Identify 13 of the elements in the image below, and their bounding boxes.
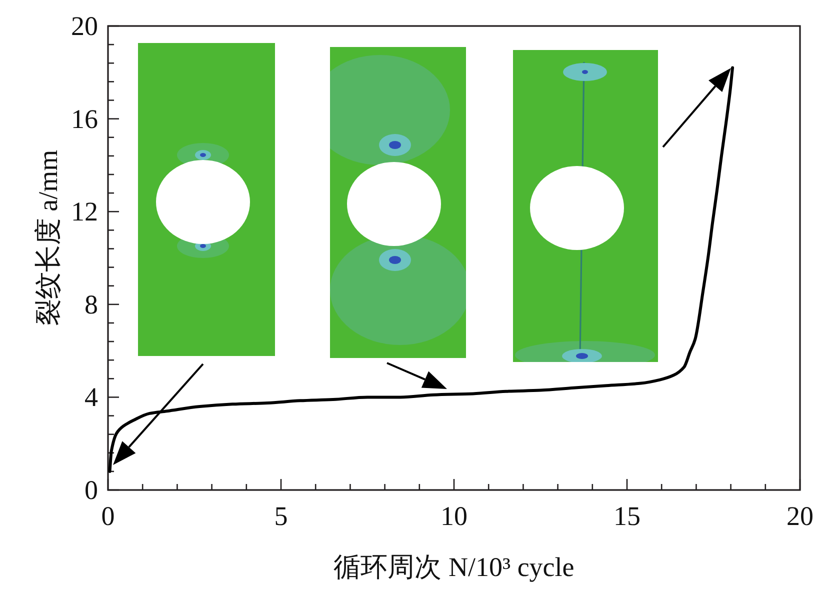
y-tick-label: 20 <box>71 11 98 41</box>
y-tick-label: 12 <box>71 196 98 227</box>
x-tick-label: 10 <box>440 501 468 531</box>
x-tick-label: 5 <box>274 501 288 531</box>
line-series <box>108 66 734 473</box>
y-tick-label: 4 <box>84 382 98 412</box>
x-axis-title: 循环周次 N/10³ cycle <box>334 552 574 582</box>
y-tick-label: 16 <box>71 104 98 134</box>
y-tick-label: 8 <box>84 289 98 320</box>
y-axis-title: 裂纹长度 a/mm <box>33 150 63 326</box>
y-tick-label: 0 <box>84 475 98 505</box>
x-tick-label: 20 <box>786 501 814 531</box>
x-tick-label: 15 <box>614 501 640 531</box>
